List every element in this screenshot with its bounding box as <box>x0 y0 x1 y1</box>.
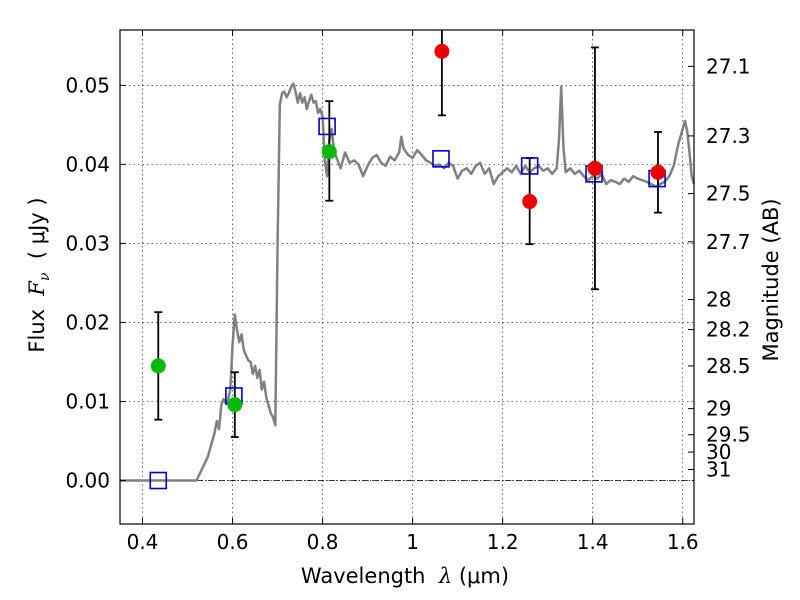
model-square-marker <box>318 117 336 136</box>
x-tick-label: 1.4 <box>577 530 609 554</box>
x-tick-label: 1 <box>406 530 419 554</box>
y-axis-label: Flux Fν ( μJy ) <box>25 197 53 352</box>
red-data-point <box>522 194 538 210</box>
x-axis-label: Wavelength λ (μm) <box>301 564 509 588</box>
y-tick-label: 0.01 <box>65 389 110 413</box>
right-axis-label: Magnitude (AB) <box>759 198 783 361</box>
green-data-point <box>321 144 337 160</box>
right-axis-tick-label: 27.7 <box>706 230 751 254</box>
y-axis-label-symbol: F <box>25 280 49 297</box>
y-tick-label: 0.04 <box>65 152 110 176</box>
green-data-point <box>227 397 243 413</box>
y-axis-ticks: 0.00 0.01 0.02 0.03 0.04 0.05 <box>65 73 126 493</box>
red-data-point <box>650 164 666 180</box>
right-axis-tick-label: 29 <box>706 397 731 421</box>
x-tick-label: 1.2 <box>487 530 519 554</box>
right-axis-tick-label: 27.5 <box>706 182 751 206</box>
y-axis-label-unit: ( μJy ) <box>25 197 49 272</box>
y-axis-label-prefix: Flux <box>25 296 49 353</box>
y-tick-label: 0.02 <box>65 310 110 334</box>
model-square-marker <box>149 471 168 490</box>
y-tick-label: 0.00 <box>65 469 110 493</box>
x-axis-label-prefix: Wavelength <box>301 564 439 588</box>
model-square-marker <box>432 150 450 168</box>
x-axis-label-symbol: λ <box>438 564 452 588</box>
red-data-point <box>434 43 450 59</box>
right-axis-tick-label: 27.1 <box>706 54 751 78</box>
right-axis-tick-label: 31 <box>706 457 731 481</box>
x-tick-label: 0.6 <box>217 530 249 554</box>
y-tick-label: 0.03 <box>65 231 110 255</box>
x-tick-label: 1.6 <box>667 530 699 554</box>
plot-area <box>120 30 696 490</box>
model-spectrum-line <box>120 82 696 482</box>
grid-lines <box>120 30 694 524</box>
right-axis-tick-label: 30 <box>706 440 731 464</box>
green-data-point <box>150 358 166 374</box>
red-data-point <box>587 160 603 176</box>
model-square-marker <box>520 157 539 175</box>
plot-frame <box>119 29 695 525</box>
right-axis-tick-label: 28 <box>706 288 731 312</box>
y-axis-label-subscript: ν <box>37 272 53 281</box>
x-axis-label-unit: (μm) <box>452 564 509 588</box>
right-axis-tick-label: 28.2 <box>706 318 751 342</box>
right-axis-tick-label: 29.5 <box>706 423 751 447</box>
right-axis-tick-label: 28.5 <box>706 354 751 378</box>
x-axis-ticks: 0.4 0.6 0.8 1 1.2 1.4 1.6 <box>127 30 699 554</box>
y-tick-label: 0.05 <box>65 73 110 97</box>
right-axis-tick-label: 27.3 <box>706 124 751 148</box>
x-tick-label: 0.8 <box>307 530 339 554</box>
x-tick-label: 0.4 <box>127 530 159 554</box>
